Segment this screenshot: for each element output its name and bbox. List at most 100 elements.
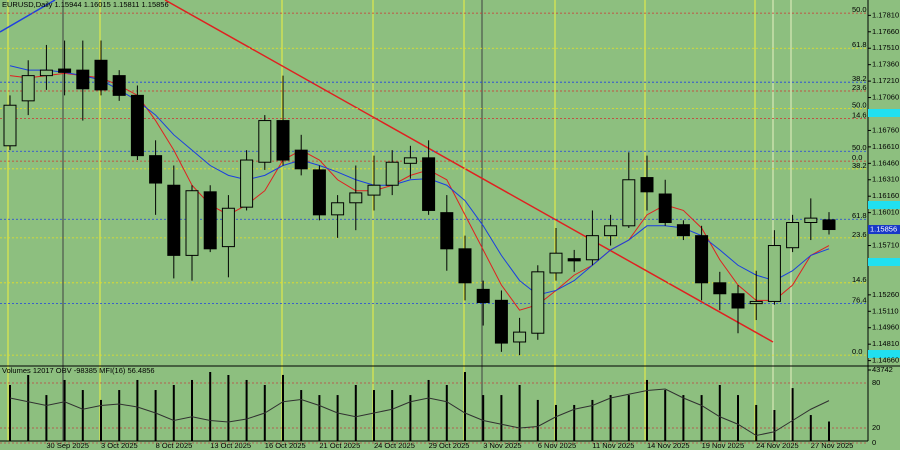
candle-body bbox=[331, 202, 345, 216]
y-tick-label: 1.14810 bbox=[872, 339, 899, 348]
mfi-tick-label: 0 bbox=[872, 438, 876, 447]
x-tick-label: 16 Oct 2025 bbox=[265, 441, 306, 450]
candle-body bbox=[640, 177, 654, 193]
y-tick-label: 1.17810 bbox=[872, 10, 899, 19]
fibo-label: 0.0 bbox=[852, 347, 862, 356]
candle-body bbox=[167, 184, 181, 256]
candle-body bbox=[112, 75, 126, 96]
candle-body bbox=[567, 258, 581, 262]
x-tick-label: 24 Oct 2025 bbox=[374, 441, 415, 450]
candle-body bbox=[3, 104, 17, 147]
indicator-label: Volumes 12017 OBV -98385 MFI(16) 56.4856 bbox=[2, 366, 155, 375]
candle-body bbox=[149, 155, 163, 184]
y-tick-label: 1.17060 bbox=[872, 93, 899, 102]
candle-body bbox=[494, 299, 508, 344]
x-tick-label: 19 Nov 2025 bbox=[702, 441, 745, 450]
fibo-label: 14.6 bbox=[852, 110, 867, 119]
candle-body bbox=[676, 224, 690, 237]
candle-body bbox=[385, 161, 399, 186]
candle-body bbox=[658, 193, 672, 224]
trend-line bbox=[0, 0, 56, 33]
y-tick-label: 1.16460 bbox=[872, 158, 899, 167]
fibo-label: 50.0 bbox=[852, 5, 867, 14]
y-tick-label: 1.17510 bbox=[872, 43, 899, 52]
candle-body bbox=[786, 222, 800, 249]
candle-body bbox=[240, 159, 254, 208]
last-price-label: 1.15856 bbox=[870, 225, 897, 234]
volume-tick-label: 43742 bbox=[872, 365, 893, 374]
x-tick-label: 21 Oct 2025 bbox=[319, 441, 360, 450]
period-separators bbox=[7, 0, 792, 441]
fibo-label: 61.8 bbox=[852, 211, 867, 220]
candle-body bbox=[549, 252, 563, 274]
x-tick-label: 6 Nov 2025 bbox=[538, 441, 576, 450]
candle-body bbox=[622, 179, 636, 227]
fibo-label: 14.6 bbox=[852, 275, 867, 284]
candle-body bbox=[312, 169, 326, 216]
candle-body bbox=[276, 120, 290, 161]
candle-body bbox=[713, 282, 727, 295]
trend-line bbox=[164, 0, 774, 343]
fibo-label: 50.0 bbox=[852, 143, 867, 152]
y-tick-label: 1.16610 bbox=[872, 142, 899, 151]
mfi-line bbox=[9, 388, 830, 437]
candle-body bbox=[422, 157, 436, 211]
fibo-label: 38.2 bbox=[852, 161, 867, 170]
candle-body bbox=[804, 217, 818, 224]
candle-body bbox=[767, 245, 781, 302]
fibo-label: 61.8 bbox=[852, 40, 867, 49]
candle-body bbox=[604, 225, 618, 237]
last-price-box bbox=[868, 225, 900, 235]
candle-body bbox=[531, 271, 545, 334]
candle-body bbox=[731, 293, 745, 309]
candle-body bbox=[695, 235, 709, 284]
y-tick-label: 1.17660 bbox=[872, 27, 899, 36]
fibo-label: 23.6 bbox=[852, 83, 867, 92]
price-marker bbox=[868, 109, 900, 117]
candle-body bbox=[585, 235, 599, 261]
candle-body bbox=[221, 207, 235, 248]
x-tick-label: 14 Nov 2025 bbox=[647, 441, 690, 450]
candle-body bbox=[294, 149, 308, 170]
moving-average bbox=[9, 65, 830, 296]
y-tick-label: 1.15710 bbox=[872, 241, 899, 250]
candle-body bbox=[403, 157, 417, 164]
candle-body bbox=[21, 75, 35, 102]
candle-body bbox=[367, 184, 381, 196]
x-tick-label: 8 Oct 2025 bbox=[156, 441, 193, 450]
x-tick-label: 11 Nov 2025 bbox=[592, 441, 634, 450]
x-tick-label: 30 Sep 2025 bbox=[46, 441, 89, 450]
y-tick-label: 1.16160 bbox=[872, 191, 899, 200]
y-tick-label: 1.15110 bbox=[872, 306, 899, 315]
candle-body bbox=[39, 69, 53, 77]
x-tick-label: 3 Nov 2025 bbox=[483, 441, 521, 450]
candle-body bbox=[458, 248, 472, 284]
chart-title: EURUSD,Daily 1.15944 1.16015 1.15811 1.1… bbox=[2, 0, 169, 9]
x-tick-label: 13 Oct 2025 bbox=[210, 441, 251, 450]
y-tick-label: 1.16310 bbox=[872, 175, 899, 184]
price-marker bbox=[868, 201, 900, 209]
fibo-label: 38.2 bbox=[852, 74, 867, 83]
y-tick-label: 1.14660 bbox=[872, 356, 899, 365]
candle-body bbox=[258, 120, 272, 163]
y-tick-label: 1.17210 bbox=[872, 76, 899, 85]
fibo-label: 76.4 bbox=[852, 296, 867, 305]
y-tick-label: 1.16010 bbox=[872, 208, 899, 217]
x-tick-label: 3 Oct 2025 bbox=[101, 441, 138, 450]
mfi-tick-label: 20 bbox=[872, 423, 880, 432]
y-tick-label: 1.17360 bbox=[872, 60, 899, 69]
candle-body bbox=[58, 68, 72, 73]
candle-body bbox=[749, 300, 763, 305]
price-marker bbox=[868, 350, 900, 358]
candle-body bbox=[440, 212, 454, 250]
fibo-label: 0.0 bbox=[852, 153, 862, 162]
candle-body bbox=[130, 94, 144, 157]
x-tick-label: 27 Nov 2025 bbox=[811, 441, 854, 450]
candle-body bbox=[822, 219, 836, 231]
candle-body bbox=[76, 69, 90, 90]
candle-body bbox=[203, 191, 217, 250]
y-tick-label: 1.15260 bbox=[872, 290, 899, 299]
y-tick-label: 1.16760 bbox=[872, 125, 899, 134]
fibo-label: 23.6 bbox=[852, 230, 867, 239]
